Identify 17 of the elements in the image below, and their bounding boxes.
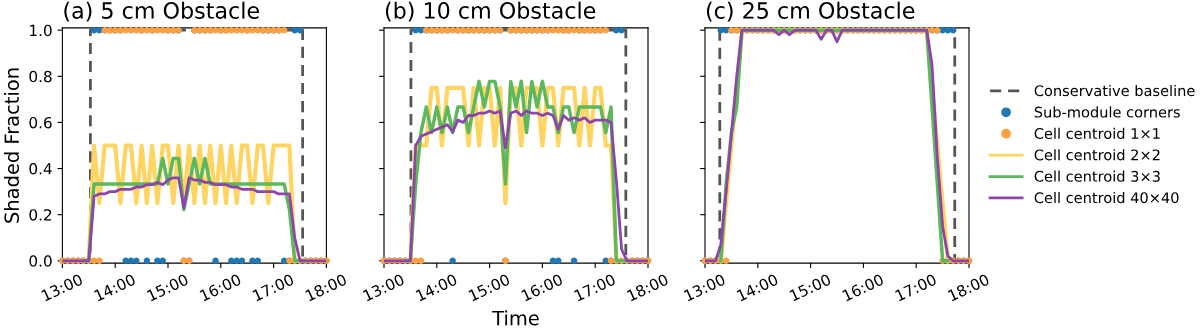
- y-axis-title: Shaded Fraction: [4, 68, 20, 223]
- legend-label: Cell centroid 2×2: [1034, 149, 1160, 161]
- chart-title: (b) 10 cm Obstacle: [385, 1, 596, 22]
- y-tick-label: 0.2: [29, 209, 52, 221]
- legend-label: Cell centroid 40×40: [1034, 191, 1179, 204]
- chart-title: (a) 5 cm Obstacle: [64, 1, 259, 22]
- legend-label: Cell centroid 3×3: [1034, 170, 1160, 182]
- legend-label: Sub-module corners: [1034, 106, 1180, 118]
- y-tick-label: 0.4: [29, 163, 52, 175]
- y-tick-label: 0.6: [29, 116, 52, 129]
- x-axis-title: Time: [492, 310, 539, 326]
- chart-title: (c) 25 cm Obstacle: [706, 1, 915, 22]
- y-tick-label: 1.0: [30, 24, 52, 37]
- legend-label: Cell centroid 1×1: [1034, 127, 1160, 140]
- y-tick-label: 0.0: [29, 255, 52, 267]
- y-tick-label: 0.8: [29, 70, 52, 83]
- legend-label: Conservative baseline: [1034, 84, 1195, 97]
